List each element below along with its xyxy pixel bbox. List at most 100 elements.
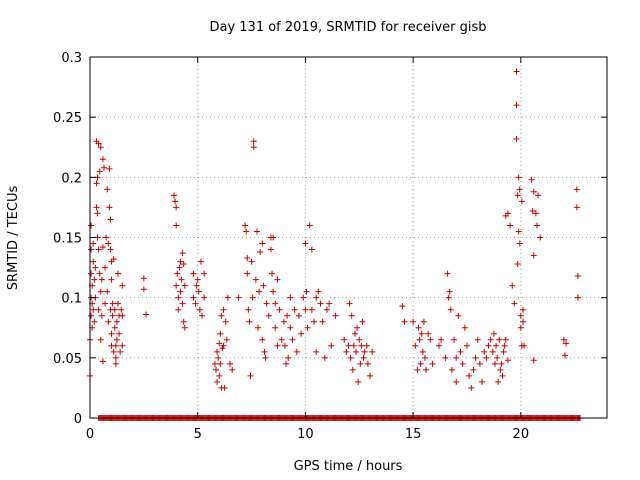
data-point [317,300,324,307]
data-point [106,165,113,172]
x-tick-label: 10 [297,427,314,442]
chart-title: Day 131 of 2019, SRMTID for receiver gis… [209,20,486,35]
data-point [291,306,298,313]
data-point [358,342,365,349]
data-point [489,348,496,355]
data-point [355,378,362,385]
axis-ticks [89,56,607,419]
data-point [109,312,116,319]
data-point [99,244,106,251]
data-point [171,192,178,199]
data-point [91,318,98,325]
data-point [193,282,200,289]
data-point [516,186,523,193]
data-point [302,240,309,247]
data-point [356,336,363,343]
data-point [323,306,330,313]
data-point [218,312,225,319]
data-point [455,312,462,319]
data-point [515,174,522,181]
data-point [361,348,368,355]
data-point [533,222,540,229]
data-point [113,318,120,325]
data-point [190,270,197,277]
y-tick-label: 0.05 [53,352,82,367]
data-point [513,102,520,109]
x-tick-label: 15 [405,427,422,442]
data-point [285,354,292,361]
data-point [414,366,421,373]
data-point [256,288,263,295]
data-point [313,348,320,355]
grid-lines [90,57,607,418]
data-point [300,294,307,301]
data-point [102,264,109,271]
data-point [244,254,251,261]
data-point [351,330,358,337]
data-point [181,282,188,289]
data-point [224,294,231,301]
data-point [367,372,374,379]
data-point [242,222,249,229]
data-point [91,276,98,283]
data-point [220,306,227,313]
data-point [563,340,570,347]
data-point [476,360,483,367]
data-point [179,300,186,307]
data-point [106,204,113,211]
data-point [201,270,208,277]
data-point [119,282,126,289]
data-point [110,348,117,355]
x-tick-labels: 0 5 10 15 20 [86,427,529,442]
data-point [360,354,367,361]
data-point [211,360,218,367]
data-point [518,198,525,205]
data-point [519,318,526,325]
data-point [513,135,520,142]
data-point [429,360,436,367]
data-point [287,324,294,331]
data-point [401,318,408,325]
data-point [177,288,184,295]
data-point [229,366,236,373]
data-point [220,342,227,349]
data-point [180,260,187,267]
data-point [359,318,366,325]
data-point [530,357,537,364]
data-point [112,360,119,367]
data-point [483,354,490,361]
data-point [514,192,521,199]
data-point [192,300,199,307]
data-point [561,352,568,359]
data-point [101,164,108,171]
data-point [214,378,221,385]
data-point [535,192,542,199]
data-point [98,312,105,319]
data-point [112,342,119,349]
data-point [92,264,99,271]
data-point [261,348,268,355]
data-point [262,354,269,361]
data-point [105,318,112,325]
x-axis-label: GPS time / hours [294,459,403,474]
data-point [308,246,315,253]
data-point [427,336,434,343]
data-point [201,294,208,301]
data-point [453,378,460,385]
data-point [363,342,370,349]
data-point [278,336,285,343]
data-point [96,270,103,277]
data-point [496,336,503,343]
data-point [173,222,180,229]
data-point [530,188,537,195]
data-point [249,294,256,301]
data-point [246,318,253,325]
data-point [501,342,508,349]
data-point [415,324,422,331]
data-point [112,354,119,361]
x-tick-label: 0 [86,427,94,442]
data-point [93,180,100,187]
data-point [216,372,223,379]
data-point [176,264,183,271]
